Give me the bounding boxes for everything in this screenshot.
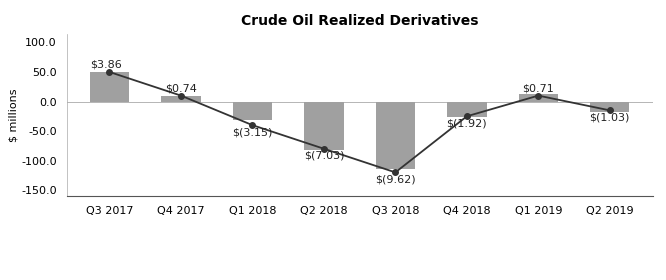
- Text: $3.86: $3.86: [90, 60, 122, 70]
- Text: $(9.62): $(9.62): [375, 174, 416, 185]
- Text: $(1.03): $(1.03): [589, 113, 630, 122]
- Title: Crude Oil Realized Derivatives: Crude Oil Realized Derivatives: [241, 14, 478, 28]
- Bar: [233, 102, 272, 120]
- Y-axis label: $ millions: $ millions: [9, 88, 19, 142]
- Bar: [519, 94, 558, 102]
- Bar: [304, 102, 344, 150]
- Bar: [447, 102, 486, 117]
- Text: $(7.03): $(7.03): [304, 151, 344, 161]
- Bar: [161, 95, 200, 102]
- Bar: [376, 102, 415, 169]
- Bar: [590, 102, 629, 112]
- Bar: [90, 72, 129, 102]
- Text: $0.71: $0.71: [522, 83, 554, 94]
- Text: $0.74: $0.74: [165, 83, 197, 94]
- Text: $(3.15): $(3.15): [232, 127, 272, 137]
- Text: $(1.92): $(1.92): [446, 118, 487, 128]
